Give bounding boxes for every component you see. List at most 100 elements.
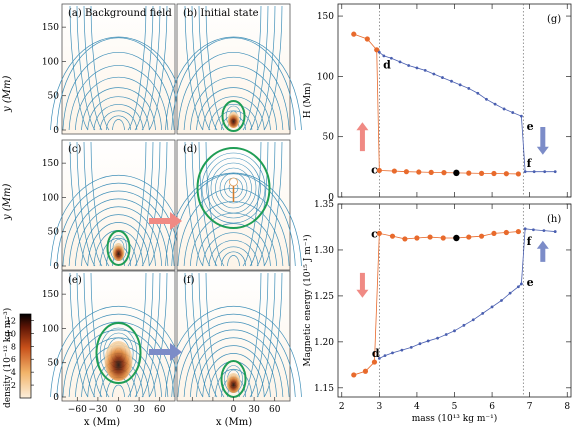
point-annotation: d: [383, 58, 391, 71]
y-tick-label: 100: [42, 324, 59, 334]
data-point: [427, 234, 433, 240]
data-point: [553, 170, 557, 174]
highlight-point: [453, 234, 460, 242]
data-point: [476, 91, 480, 95]
field-line: [220, 251, 247, 267]
open-field-line: [134, 5, 154, 131]
data-point: [398, 60, 402, 64]
data-point: [519, 282, 523, 286]
panel-label: (h): [547, 214, 561, 225]
flux-surface: [210, 162, 257, 214]
data-point: [508, 291, 512, 295]
density-blob: [226, 373, 241, 393]
plot-frame: [337, 3, 572, 198]
open-field-line: [242, 272, 262, 398]
open-field-line: [76, 5, 96, 131]
data-point: [377, 50, 381, 54]
open-field-line: [127, 141, 147, 267]
field-line: [105, 115, 132, 131]
y-tick-label: 150: [42, 290, 59, 300]
x-tick-label: −60: [68, 405, 87, 415]
field-line: [56, 183, 181, 267]
panel-label: (c): [68, 144, 82, 155]
y-tick-label: 1.30: [314, 246, 334, 256]
y-tick-label: 0: [53, 393, 59, 403]
data-point: [458, 83, 462, 87]
data-point: [478, 233, 485, 239]
energy-chart: 1.15 1.20 1.25 1.30 1.35 2 3 4 5 6 7 8 c d e f (h) Magnet…: [302, 200, 572, 424]
open-field-line: [83, 141, 103, 267]
y-tick-label: 50: [323, 133, 335, 143]
rope-core: [229, 177, 238, 187]
field-line: [196, 87, 271, 131]
data-point: [485, 97, 488, 101]
down-arrow: [536, 127, 549, 155]
data-point: [503, 171, 509, 177]
up-arrow: [356, 122, 369, 152]
field-panels: (a) Background field (b) Initial state (c)…: [42, 3, 302, 415]
point-annotation: f: [527, 157, 533, 170]
open-field-line: [256, 141, 276, 267]
data-point: [516, 285, 520, 289]
data-point: [423, 68, 427, 72]
x-tick-label: 60: [154, 405, 166, 415]
open-field-line: [134, 141, 154, 267]
data-point: [428, 169, 434, 175]
y-axis-label: H (Mm): [302, 83, 313, 118]
x-tick-label: 3: [376, 402, 382, 412]
field-line: [208, 104, 259, 131]
data-point: [450, 79, 453, 83]
y-tick-label: 1.25: [314, 292, 334, 302]
x-tick-label: 4: [414, 402, 420, 412]
panel-label: (d): [183, 144, 197, 155]
flux-rope-boundary: [196, 147, 271, 229]
open-field-line: [83, 272, 103, 398]
open-field-line: [69, 141, 89, 267]
point-annotation: d: [372, 347, 380, 360]
open-field-line: [263, 141, 283, 267]
data-point: [383, 354, 387, 358]
data-point: [432, 72, 436, 76]
data-point: [478, 170, 485, 176]
field-line: [208, 240, 259, 267]
series-line: [525, 228, 556, 232]
density-blob: [104, 341, 133, 381]
point-annotation: e: [527, 276, 534, 289]
panel-label: (a) Background field: [68, 8, 172, 19]
field-panel: (f): [165, 270, 302, 402]
flux-rope-boundary: [95, 322, 142, 384]
field-panel: (b) Initial state: [165, 3, 302, 135]
y-tick-label: 150: [42, 159, 59, 169]
transition-arrow-e-to-f: [149, 343, 182, 361]
y-tick-label: 150: [317, 12, 334, 22]
data-point: [436, 336, 439, 340]
data-point: [543, 170, 547, 174]
y-tick-label: 1.35: [314, 200, 334, 210]
density-colorbar: 2 4 6 8 10 12 density (10⁻¹² kg m⁻³): [2, 308, 34, 408]
data-point: [466, 170, 472, 176]
open-field-line: [191, 5, 211, 131]
colorbar-scale: [19, 313, 32, 399]
field-line: [202, 96, 265, 131]
open-field-line: [90, 5, 110, 131]
transition-arrow-c-to-d: [149, 212, 182, 230]
y-tick-label: 100: [317, 72, 334, 82]
data-point: [502, 107, 506, 111]
open-field-line: [69, 272, 89, 398]
x-axis-label: mass (10¹³ kg m⁻¹): [412, 413, 498, 424]
open-field-line: [148, 5, 168, 131]
up-arrow: [536, 240, 549, 262]
data-point: [402, 236, 408, 242]
x-tick-label: 30: [133, 405, 145, 415]
y-tick-label: 1.15: [314, 384, 334, 394]
field-line: [189, 337, 278, 398]
x-tick-label: −30: [88, 405, 107, 415]
data-point: [515, 171, 521, 177]
field-line: [56, 314, 181, 398]
x-axis-label-left: x (Mm): [84, 417, 120, 428]
colorbar-tick-label: 6: [11, 355, 16, 364]
panel-frame: [176, 139, 291, 271]
open-field-line: [76, 141, 96, 267]
data-point: [391, 168, 397, 174]
